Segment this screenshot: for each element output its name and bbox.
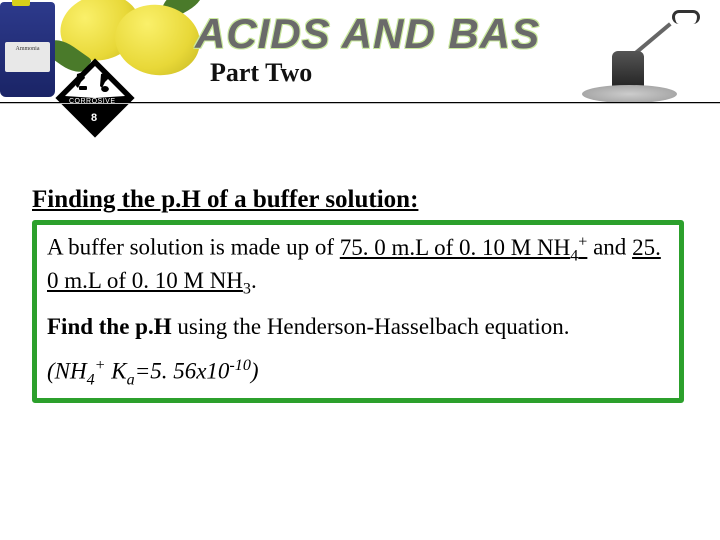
slide-header: Ammonia ACIDS AND BAS Part Two CORROSIVE… [0, 0, 720, 140]
slide-title: ACIDS AND BAS [195, 10, 540, 58]
superscript: -10 [229, 357, 250, 374]
subscript: 4 [87, 371, 95, 388]
text: . [251, 268, 257, 293]
machine-grip [672, 10, 700, 24]
text: 75. 0 m.L of 0. 10 M NH [340, 235, 570, 260]
hazard-label: CORROSIVE [69, 98, 116, 105]
subscript: a [127, 371, 135, 388]
machine-base [582, 85, 677, 103]
bottle-label: Ammonia [5, 42, 50, 72]
problem-line-3: (NH4+ Ka=5. 56x10-10) [47, 355, 669, 390]
underline-text: 75. 0 m.L of 0. 10 M NH4+ [340, 235, 588, 260]
superscript: + [578, 233, 587, 250]
problem-line-1: A buffer solution is made up of 75. 0 m.… [47, 231, 669, 300]
text: and [587, 235, 632, 260]
text: A buffer solution is made up of [47, 235, 340, 260]
section-title: Finding the p.H of a buffer solution: [32, 186, 688, 214]
hazard-number: 8 [91, 112, 97, 124]
text: ) [251, 358, 259, 383]
machine-body [612, 51, 644, 89]
superscript: + [95, 357, 106, 374]
text: (NH [47, 358, 87, 383]
problem-box: A buffer solution is made up of 75. 0 m.… [32, 220, 684, 403]
subscript: 3 [243, 281, 251, 298]
text: K [106, 358, 127, 383]
bold-text: Find the p.H [47, 314, 172, 339]
ammonia-bottle-graphic: Ammonia [0, 2, 55, 97]
slide-content: Finding the p.H of a buffer solution: A … [32, 186, 688, 403]
text: using the Henderson-Hasselbach equation. [172, 314, 570, 339]
floor-buffer-graphic [572, 8, 712, 103]
problem-line-2: Find the p.H using the Henderson-Hasselb… [47, 312, 669, 342]
slide-subtitle: Part Two [210, 58, 312, 88]
bottle-cap [12, 0, 30, 6]
corrosive-hazard-sign: CORROSIVE 8 [55, 58, 135, 138]
text: =5. 56x10 [135, 358, 230, 383]
